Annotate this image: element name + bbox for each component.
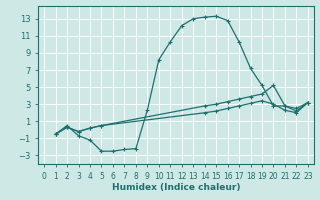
X-axis label: Humidex (Indice chaleur): Humidex (Indice chaleur)	[112, 183, 240, 192]
